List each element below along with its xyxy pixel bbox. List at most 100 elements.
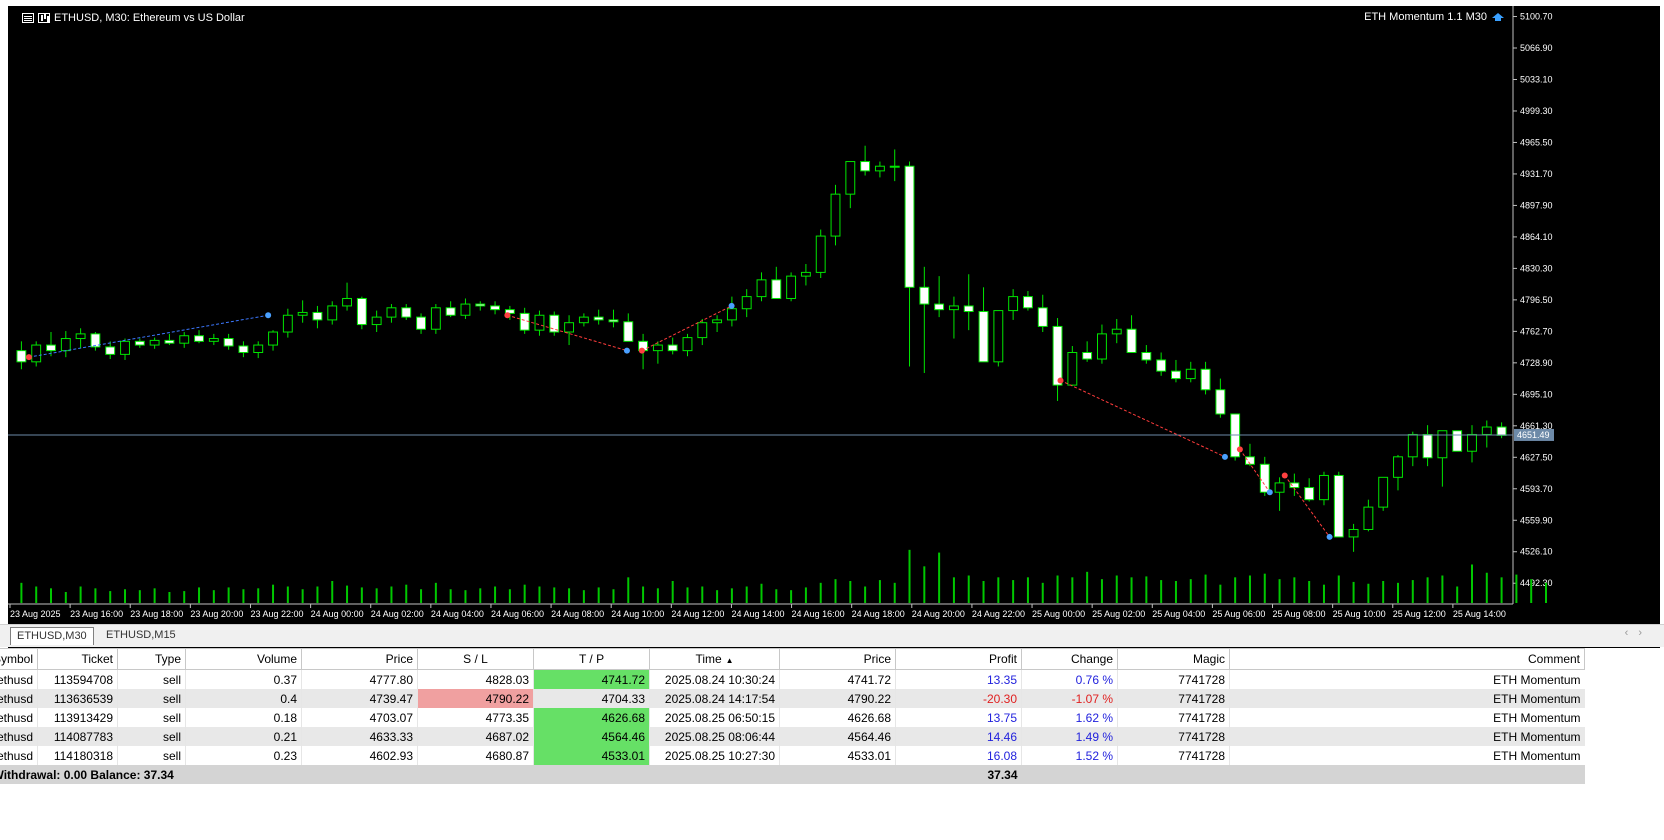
candle-body[interactable]	[682, 337, 693, 352]
tab-ethusd-m30[interactable]: ETHUSD,M30	[10, 627, 94, 645]
trade-entry-marker[interactable]	[1281, 472, 1288, 479]
candle-body[interactable]	[16, 350, 27, 363]
candle-body[interactable]	[1393, 456, 1403, 478]
candle-body[interactable]	[223, 338, 234, 347]
trade-exit-marker[interactable]	[623, 347, 630, 354]
candle-body[interactable]	[1259, 463, 1270, 493]
candle-body[interactable]	[1496, 426, 1507, 436]
candle-body[interactable]	[312, 311, 323, 321]
candle-body[interactable]	[297, 311, 308, 316]
header-ticket[interactable]: Ticket	[37, 648, 119, 670]
trade-exit-marker[interactable]	[265, 312, 272, 319]
candle-body[interactable]	[1481, 426, 1492, 435]
candle-body[interactable]	[475, 303, 486, 307]
candle-body[interactable]	[430, 307, 441, 330]
tab-scroll-arrows[interactable]: ‹›	[1624, 627, 1652, 639]
candle-body[interactable]	[1407, 433, 1418, 458]
header-time[interactable]: Time ▲	[649, 648, 781, 670]
bars-icon[interactable]	[38, 13, 50, 23]
candle-body[interactable]	[741, 296, 752, 310]
trade-entry-marker[interactable]	[504, 312, 511, 319]
candle-body[interactable]	[771, 279, 782, 299]
header-close-price[interactable]: Price	[779, 648, 897, 670]
candle-body[interactable]	[194, 335, 204, 342]
candle-body[interactable]	[993, 310, 1004, 363]
header-symbol[interactable]: Symbol	[0, 648, 39, 670]
candle-body[interactable]	[31, 344, 42, 363]
header-type[interactable]: Type	[117, 648, 187, 670]
candle-body[interactable]	[1437, 430, 1448, 459]
trade-entry-marker[interactable]	[25, 354, 32, 361]
candle-body[interactable]	[1111, 328, 1122, 335]
candle-body[interactable]	[845, 161, 856, 195]
candle-body[interactable]	[401, 307, 412, 318]
trade-exit-marker[interactable]	[1326, 533, 1333, 540]
candle-body[interactable]	[1348, 528, 1359, 538]
candle-body[interactable]	[948, 305, 959, 311]
candle-body[interactable]	[60, 338, 71, 352]
candle-body[interactable]	[164, 339, 175, 344]
candle-body[interactable]	[919, 286, 930, 305]
tab-ethusd-m15[interactable]: ETHUSD,M15	[106, 629, 176, 641]
trade-exit-marker[interactable]	[1266, 489, 1273, 496]
candle-body[interactable]	[1467, 433, 1477, 452]
table-row[interactable]: ethusd 113636539 sell 0.4 4739.47 4790.22 4704…	[0, 689, 1585, 708]
candle-body[interactable]	[504, 309, 515, 314]
candle-body[interactable]	[1141, 352, 1152, 361]
candle-body[interactable]	[1082, 352, 1093, 360]
candle-body[interactable]	[1378, 476, 1389, 508]
candle-body[interactable]	[978, 311, 989, 363]
candle-body[interactable]	[578, 316, 589, 324]
candle-body[interactable]	[208, 338, 219, 342]
header-price[interactable]: Price	[301, 648, 419, 670]
candle-body[interactable]	[726, 308, 737, 321]
expert-advisor-label[interactable]: ETH Momentum 1.1 M30	[1364, 11, 1504, 23]
trade-entry-marker[interactable]	[1236, 446, 1243, 453]
candle-body[interactable]	[268, 331, 278, 346]
header-tp[interactable]: T / P	[533, 648, 651, 670]
candle-body[interactable]	[1319, 474, 1329, 501]
candle-body[interactable]	[1022, 296, 1033, 309]
header-magic[interactable]: Magic	[1117, 648, 1231, 670]
candle-body[interactable]	[179, 335, 190, 344]
candle-body[interactable]	[90, 333, 101, 348]
candle-body[interactable]	[105, 346, 116, 355]
candle-body[interactable]	[889, 165, 900, 168]
candle-body[interactable]	[623, 321, 634, 342]
candle-body[interactable]	[756, 279, 767, 298]
candle-body[interactable]	[445, 307, 456, 316]
candle-body[interactable]	[1304, 487, 1315, 501]
candle-body[interactable]	[356, 297, 367, 326]
candle-body[interactable]	[1422, 433, 1433, 459]
header-volume[interactable]: Volume	[185, 648, 303, 670]
candle-body[interactable]	[534, 314, 545, 331]
candle-body[interactable]	[1156, 359, 1167, 372]
candle-body[interactable]	[1200, 368, 1211, 391]
candle-body[interactable]	[149, 339, 160, 346]
candle-body[interactable]	[1097, 333, 1107, 360]
header-comment[interactable]: Comment	[1229, 648, 1586, 670]
candle-body[interactable]	[253, 344, 264, 354]
trade-entry-marker[interactable]	[1057, 377, 1064, 384]
candle-body[interactable]	[75, 333, 86, 340]
trade-exit-marker[interactable]	[1221, 453, 1228, 460]
candle-body[interactable]	[1067, 352, 1078, 386]
header-change[interactable]: Change	[1021, 648, 1119, 670]
trade-exit-marker[interactable]	[728, 302, 735, 309]
candle-body[interactable]	[460, 303, 471, 316]
candle-body[interactable]	[1037, 307, 1048, 327]
candle-body[interactable]	[786, 275, 797, 299]
candle-body[interactable]	[1215, 389, 1226, 415]
candle-body[interactable]	[1452, 430, 1463, 452]
candle-body[interactable]	[874, 165, 885, 172]
candle-body[interactable]	[608, 319, 619, 323]
candle-body[interactable]	[134, 340, 145, 346]
chart-canvas[interactable]: 5100.70 5066.90 5033.10 4999.30 4965.50 4931.…	[8, 6, 1660, 624]
candle-body[interactable]	[1289, 482, 1300, 489]
candle-body[interactable]	[963, 305, 974, 313]
candle-body[interactable]	[386, 307, 397, 318]
table-row[interactable]: ethusd 113913429 sell 0.18 4703.07 4773.35 462…	[0, 708, 1585, 727]
candle-body[interactable]	[46, 344, 56, 352]
candle-body[interactable]	[1171, 370, 1181, 380]
candle-body[interactable]	[593, 316, 604, 321]
